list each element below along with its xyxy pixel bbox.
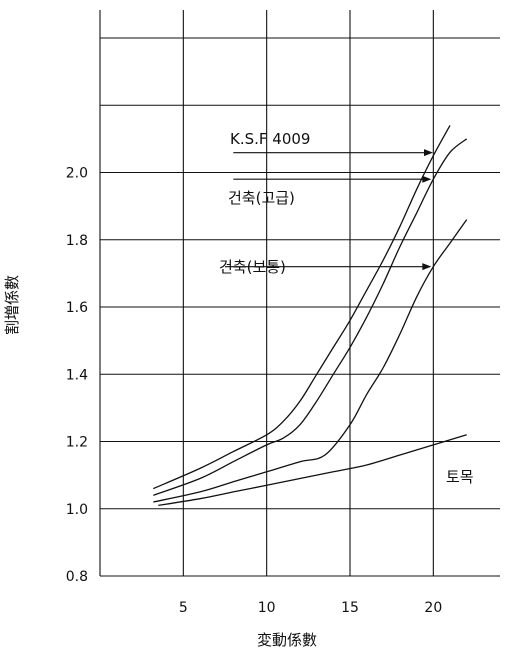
arrow-building-high-head	[422, 175, 432, 183]
y-tick-label: 1.8	[66, 233, 88, 249]
x-tick-label: 20	[424, 600, 442, 616]
x-tick-label: 10	[258, 600, 276, 616]
annotations: K.S.F 4009 건축(고급) 건축(보통) 토목	[219, 130, 474, 486]
series-building-normal-line	[153, 219, 468, 503]
y-tick-label: 0.8	[66, 569, 88, 585]
grid	[99, 10, 500, 577]
y-tick-label: 1.0	[66, 502, 88, 518]
annotation-building-high: 건축(고급)	[228, 189, 295, 207]
arrow-building-normal-head	[422, 263, 432, 271]
annotation-arrows	[225, 149, 433, 271]
tick-labels: 5 10 15 20 0.8 1.0 1.2 1.4 1.6 1.8 2.0	[66, 166, 443, 617]
y-axis-title: 割増係數	[3, 275, 21, 335]
curves	[153, 125, 468, 507]
y-tick-label: 1.6	[66, 300, 88, 316]
annotation-ksf: K.S.F 4009	[230, 130, 310, 148]
arrow-ksf-head	[424, 149, 433, 157]
series-civil-line	[158, 434, 467, 507]
x-tick-label: 15	[341, 600, 359, 616]
x-tick-label: 5	[179, 600, 188, 616]
y-tick-label: 1.4	[66, 367, 88, 383]
annotation-civil: 토목	[446, 468, 474, 486]
y-tick-label: 1.2	[66, 435, 88, 451]
series-building-high-line	[153, 138, 468, 496]
series-ksf-4009-line	[153, 125, 451, 490]
annotation-building-normal: 건축(보통)	[219, 258, 286, 276]
x-axis-title: 変動係數	[257, 631, 317, 649]
y-tick-label: 2.0	[66, 166, 88, 182]
